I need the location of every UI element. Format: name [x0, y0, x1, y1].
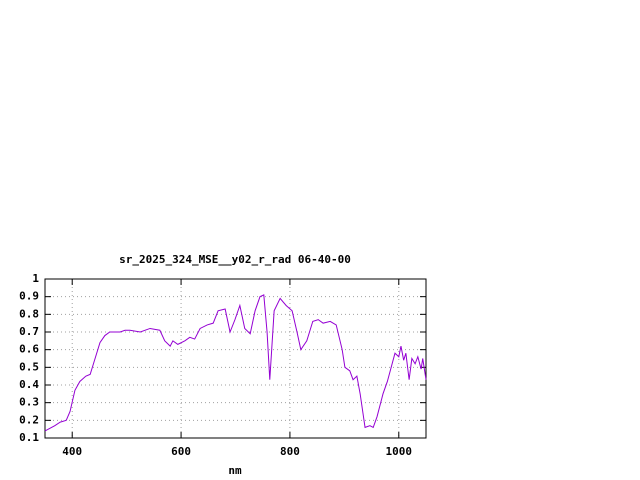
y-tick-label: 0.6: [19, 343, 39, 356]
y-tick-label: 0.8: [19, 307, 39, 320]
x-tick-label: 400: [62, 445, 82, 458]
x-tick-label: 1000: [386, 445, 413, 458]
y-tick-label: 0.4: [19, 378, 39, 391]
plot-border: [44, 278, 427, 439]
y-tick-label: 1: [32, 272, 39, 285]
y-tick-label: 0.7: [19, 325, 39, 338]
chart-title: sr_2025_324_MSE__y02_r_rad 06-40-00: [119, 253, 351, 266]
y-tick-label: 0.5: [19, 360, 39, 373]
y-tick-label: 0.3: [19, 396, 39, 409]
x-axis-label: nm: [228, 464, 242, 477]
y-tick-label: 0.1: [19, 431, 39, 444]
y-tick-label: 0.9: [19, 290, 39, 303]
y-tick-label: 0.2: [19, 413, 39, 426]
data-line: [44, 294, 427, 432]
x-tick-label: 800: [280, 445, 300, 458]
x-tick-label: 600: [171, 445, 191, 458]
